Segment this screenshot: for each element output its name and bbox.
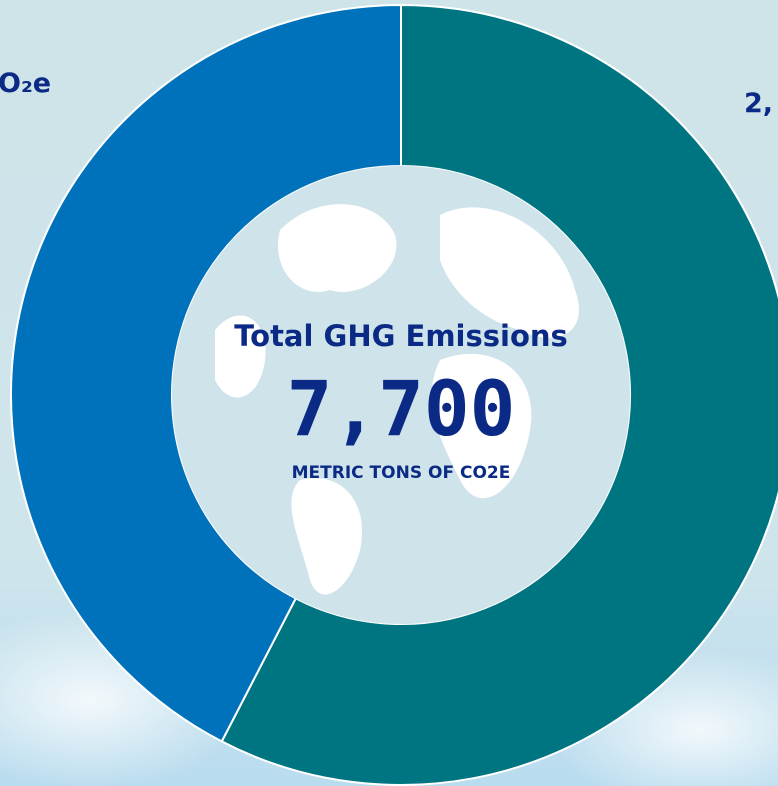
land (278, 204, 397, 292)
center-unit: METRIC TONS OF CO2E (292, 463, 511, 483)
center-total: 7,700 (287, 364, 516, 453)
land (291, 478, 362, 595)
land (440, 207, 579, 338)
land (431, 353, 532, 499)
land (215, 315, 266, 398)
center-title: Total GHG Emissions (234, 319, 568, 353)
right-label: 2, (744, 88, 773, 119)
left-label: O₂e (0, 68, 51, 99)
globe (172, 166, 630, 624)
